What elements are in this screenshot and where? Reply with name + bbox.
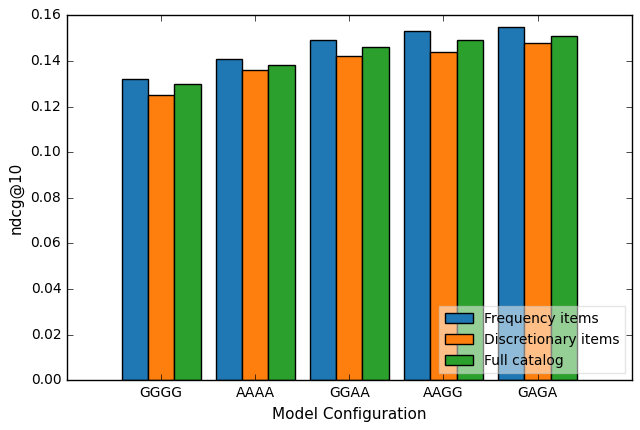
Legend: Frequency items, Discretionary items, Full catalog: Frequency items, Discretionary items, Fu… [439, 306, 625, 373]
Bar [242, 70, 268, 380]
Bar [430, 52, 456, 380]
Bar [336, 56, 362, 380]
Bar [498, 27, 524, 380]
Bar [404, 31, 430, 380]
Bar [122, 79, 148, 380]
Bar [174, 84, 200, 380]
X-axis label: Model Configuration: Model Configuration [272, 407, 426, 422]
Bar [148, 95, 174, 380]
Bar [268, 65, 294, 380]
Bar [524, 43, 550, 380]
Bar [550, 36, 577, 380]
Y-axis label: ndcg@10: ndcg@10 [8, 162, 24, 234]
Bar [362, 47, 389, 380]
Bar [310, 40, 336, 380]
Bar [456, 40, 483, 380]
Bar [216, 58, 242, 380]
